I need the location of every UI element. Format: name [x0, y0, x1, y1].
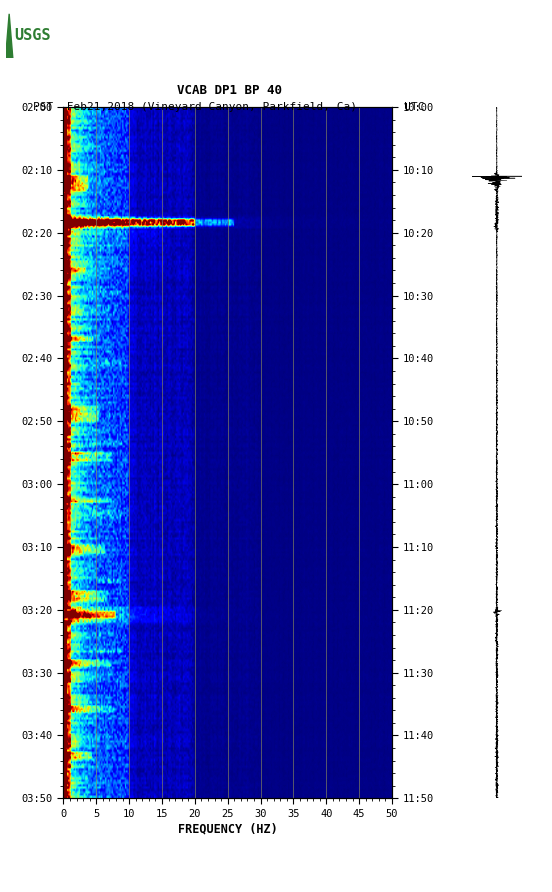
Text: VCAB DP1 BP 40: VCAB DP1 BP 40: [177, 85, 282, 97]
Text: PST  Feb21,2018 (Vineyard Canyon, Parkfield, Ca)       UTC: PST Feb21,2018 (Vineyard Canyon, Parkfie…: [33, 102, 425, 112]
Polygon shape: [6, 13, 13, 58]
X-axis label: FREQUENCY (HZ): FREQUENCY (HZ): [178, 823, 278, 836]
Text: USGS: USGS: [15, 29, 51, 44]
